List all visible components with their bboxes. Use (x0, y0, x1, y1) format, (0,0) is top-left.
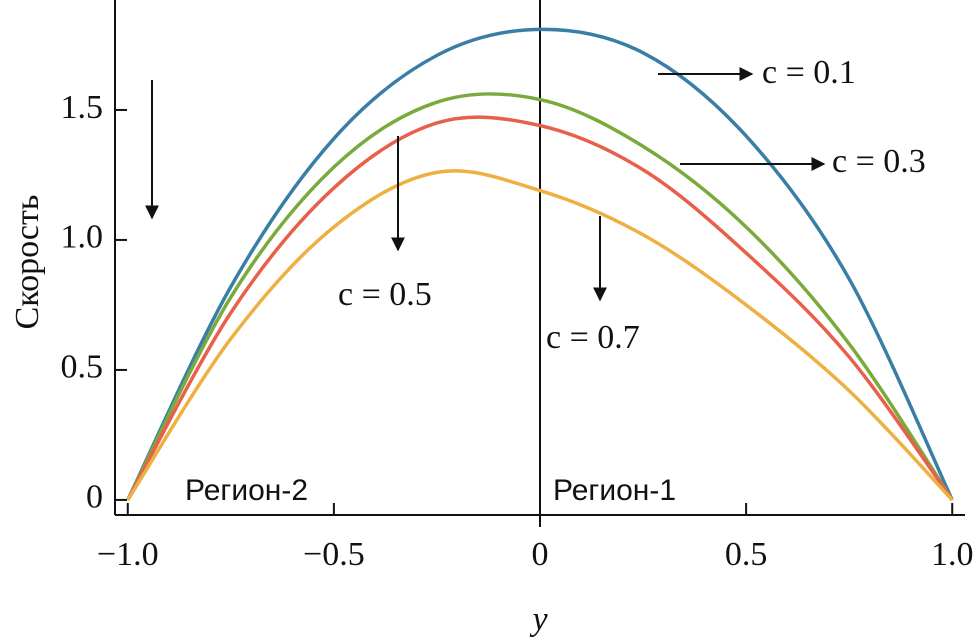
y-tick-label: 0 (86, 479, 103, 516)
series-line (126, 115, 954, 501)
y-tick-label: 1.5 (61, 89, 104, 126)
curve-label: c = 0.1 (762, 54, 856, 91)
region-label: Регион-1 (553, 474, 676, 507)
x-tick-label: 1.0 (931, 536, 974, 573)
series-line (126, 27, 954, 501)
x-tick-label: −0.5 (303, 536, 365, 573)
curve-label: c = 0.5 (338, 276, 432, 313)
series-line (126, 169, 954, 502)
y-axis-label: Скорость (9, 195, 46, 330)
curve-label: c = 0.7 (546, 319, 640, 356)
x-tick-label: −1.0 (97, 536, 159, 573)
region-label: Регион-2 (185, 474, 308, 507)
y-tick-label: 1.0 (61, 219, 104, 256)
y-tick-label: 0.5 (61, 349, 104, 386)
plot-area (126, 27, 954, 502)
x-axis-label: y (529, 601, 548, 638)
x-tick-label: 0.5 (725, 536, 768, 573)
x-tick-label: 0 (532, 536, 549, 573)
series-line (126, 92, 954, 501)
curve-label: c = 0.3 (832, 143, 926, 180)
